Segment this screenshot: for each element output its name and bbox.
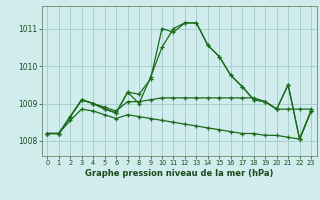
X-axis label: Graphe pression niveau de la mer (hPa): Graphe pression niveau de la mer (hPa) (85, 169, 273, 178)
